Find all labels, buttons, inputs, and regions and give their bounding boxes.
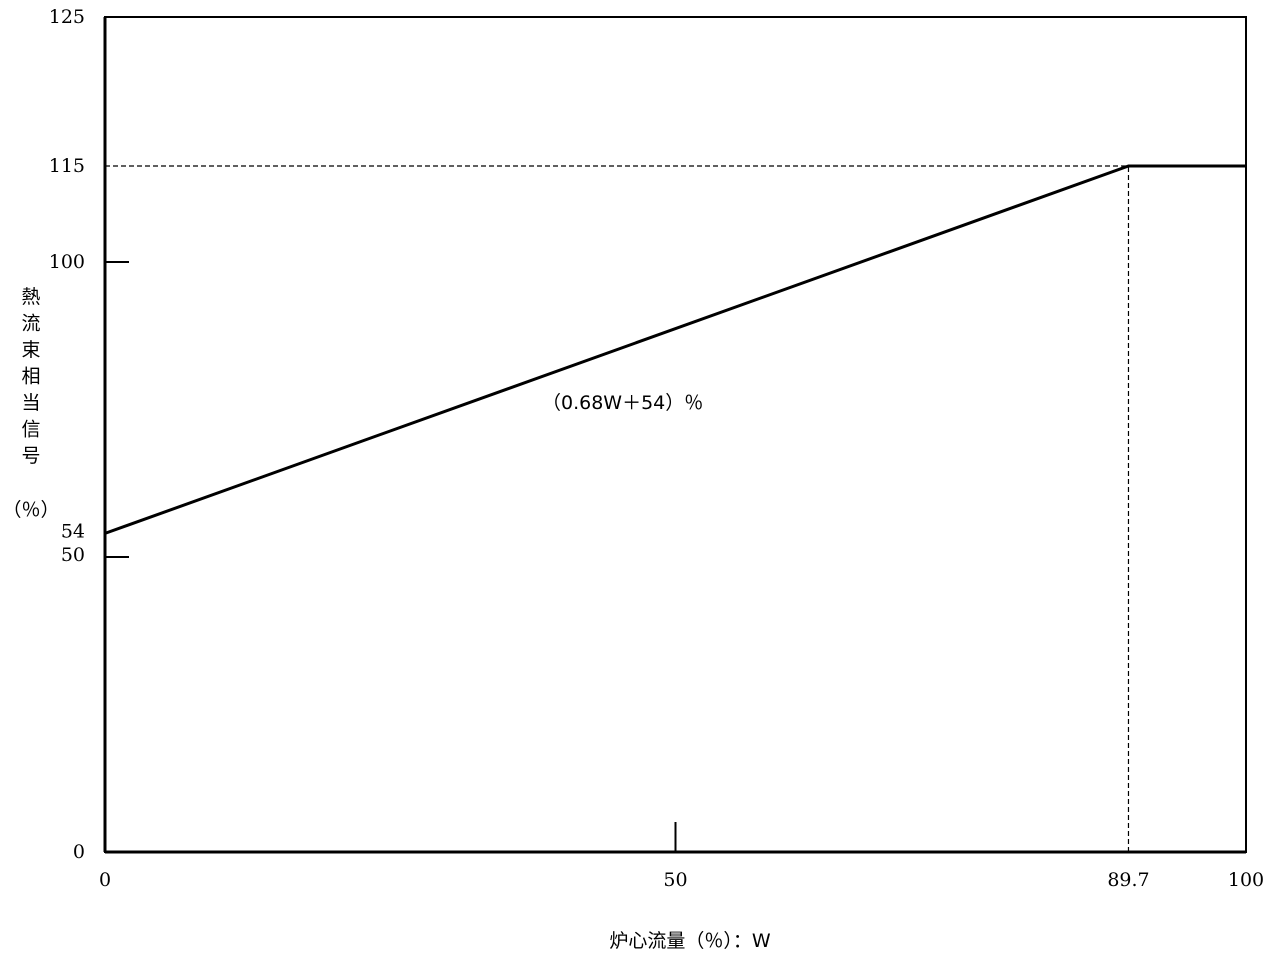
- reference-lines: [105, 165, 1130, 852]
- y-tick-label: 100: [49, 251, 85, 273]
- x-tick-label: 100: [1228, 869, 1264, 891]
- x-ticks: 0 50 89.7 100: [99, 822, 1264, 891]
- y-axis-label: 熱流束相当信号: [21, 286, 40, 467]
- plot-frame: [103, 16, 1247, 854]
- y-axis-unit: （％）: [2, 499, 59, 521]
- y-tick-label: 125: [49, 6, 85, 28]
- series-group: [104, 164, 1246, 535]
- setpoint-line: [104, 164, 1246, 535]
- x-axis-label: 炉心流量（％）：W: [609, 930, 771, 952]
- x-tick-label: 0: [99, 869, 111, 891]
- x-tick-label: 89.7: [1107, 869, 1149, 891]
- x-tick-label: 50: [663, 869, 687, 891]
- y-tick-label: 115: [49, 155, 85, 177]
- y-tick-label: 0: [73, 841, 85, 863]
- formula-annotation: （0.68W＋54）％: [542, 392, 703, 414]
- y-tick-label: 54: [61, 520, 85, 542]
- chart-labels: （0.68W＋54）％ 炉心流量（％）：W （％） 熱流束相当信号: [2, 286, 770, 952]
- y-tick-label: 50: [61, 544, 85, 566]
- plot-border: [104, 16, 1247, 853]
